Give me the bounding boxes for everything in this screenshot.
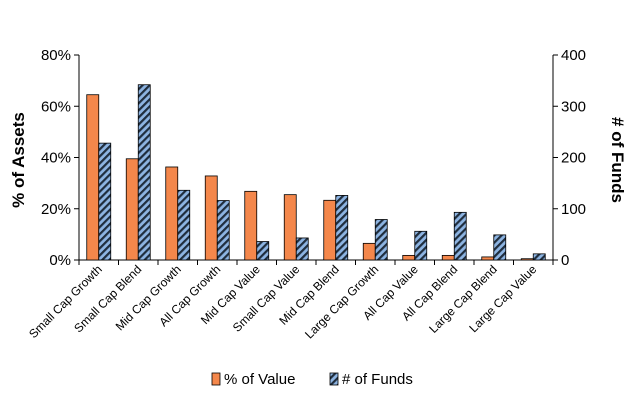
- bar-pct-value: [402, 254, 416, 261]
- left-tick-label: 0%: [49, 252, 71, 269]
- bar-pct-value: [441, 254, 455, 261]
- category-label: Small Cap Value: [230, 262, 303, 335]
- bar-num-funds: [216, 200, 230, 261]
- left-tick-label: 20%: [41, 201, 71, 218]
- right-tick-label: 100: [561, 201, 586, 218]
- legend-label-pct-value: % of Value: [224, 371, 295, 388]
- bar-pct-value: [204, 175, 218, 261]
- legend-swatch-pct-value: [211, 372, 221, 386]
- left-tick-label: 60%: [41, 98, 71, 115]
- bar-num-funds: [414, 230, 428, 261]
- bar-pct-value: [165, 166, 179, 261]
- category-label: Large Cap Value: [466, 262, 539, 335]
- bar-num-funds: [493, 234, 507, 261]
- bar-pct-value: [244, 190, 258, 261]
- bar-num-funds: [335, 195, 349, 261]
- right-tick-label: 200: [561, 150, 586, 167]
- bar-pct-value: [362, 242, 376, 261]
- category-label: Small Cap Blend: [71, 262, 144, 335]
- left-tick-label: 80%: [41, 47, 71, 64]
- bar-num-funds: [256, 241, 270, 261]
- right-tick-label: 0: [561, 252, 569, 269]
- bar-num-funds: [453, 211, 467, 261]
- bar-pct-value: [481, 256, 495, 261]
- bar-pct-value: [125, 158, 139, 261]
- chart-legend: % of Value # of Funds: [211, 371, 413, 388]
- bar-pct-value: [323, 199, 337, 261]
- chart-bars: [86, 84, 546, 261]
- category-label: Large Cap Blend: [426, 262, 500, 336]
- right-tick-label: 400: [561, 47, 586, 64]
- category-label: Large Cap Growth: [302, 262, 381, 341]
- bar-num-funds: [137, 84, 151, 261]
- bar-num-funds: [374, 219, 388, 261]
- bar-pct-value: [86, 94, 100, 261]
- legend-label-num-funds: # of Funds: [342, 371, 413, 388]
- right-axis-title: # of Funds: [608, 117, 627, 203]
- bar-num-funds: [177, 189, 191, 261]
- legend-swatch-num-funds: [329, 372, 339, 386]
- left-axis-title: % of Assets: [9, 112, 28, 208]
- bar-num-funds: [295, 237, 309, 261]
- left-tick-label: 40%: [41, 150, 71, 167]
- bar-num-funds: [532, 253, 546, 261]
- chart-ticks: 0% 20% 40% 60% 80% 0 100 200 300 400: [41, 47, 586, 269]
- bar-pct-value: [520, 258, 534, 261]
- bar-pct-value: [283, 194, 297, 261]
- bar-num-funds: [98, 142, 112, 261]
- right-tick-label: 300: [561, 98, 586, 115]
- category-label: Small Cap Growth: [26, 262, 105, 341]
